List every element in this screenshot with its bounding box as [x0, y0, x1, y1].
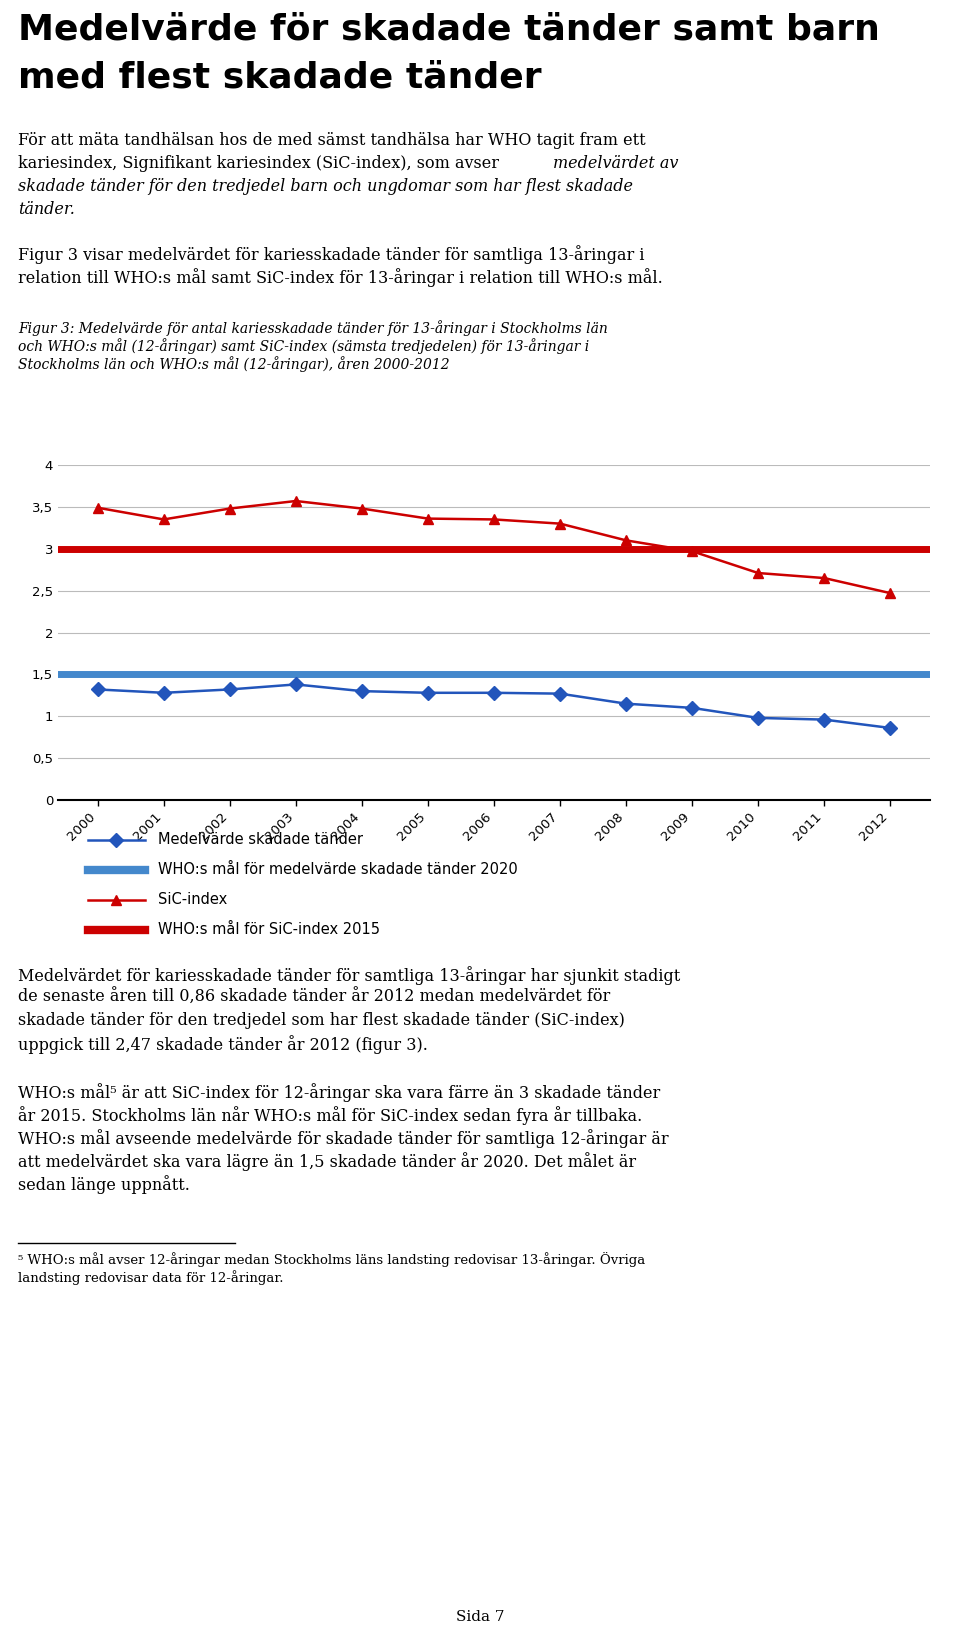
- Text: WHO:s mål för medelvärde skadade tänder 2020: WHO:s mål för medelvärde skadade tänder …: [158, 863, 517, 878]
- Text: Sida 7: Sida 7: [456, 1610, 504, 1623]
- Text: Figur 3: Medelvärde för antal kariesskadade tänder för 13-åringar i Stockholms l: Figur 3: Medelvärde för antal kariesskad…: [18, 319, 608, 336]
- Text: sedan länge uppnått.: sedan länge uppnått.: [18, 1174, 190, 1194]
- Text: Medelvärde för skadade tänder samt barn: Medelvärde för skadade tänder samt barn: [18, 11, 880, 46]
- Text: skadade tänder för den tredjedel barn och ungdomar som har flest skadade: skadade tänder för den tredjedel barn oc…: [18, 179, 633, 195]
- Text: relation till WHO:s mål samt SiC-index för 13-åringar i relation till WHO:s mål.: relation till WHO:s mål samt SiC-index f…: [18, 269, 662, 287]
- Text: SiC-index: SiC-index: [158, 893, 228, 907]
- Text: med flest skadade tänder: med flest skadade tänder: [18, 61, 541, 93]
- Text: uppgick till 2,47 skadade tänder år 2012 (figur 3).: uppgick till 2,47 skadade tänder år 2012…: [18, 1035, 428, 1053]
- Text: att medelvärdet ska vara lägre än 1,5 skadade tänder år 2020. Det målet är: att medelvärdet ska vara lägre än 1,5 sk…: [18, 1152, 636, 1171]
- Text: medelvärdet av: medelvärdet av: [553, 156, 679, 172]
- Text: WHO:s mål⁵ är att SiC-index för 12-åringar ska vara färre än 3 skadade tänder: WHO:s mål⁵ är att SiC-index för 12-åring…: [18, 1083, 660, 1102]
- Text: För att mäta tandhälsan hos de med sämst tandhälsa har WHO tagit fram ett: För att mäta tandhälsan hos de med sämst…: [18, 133, 646, 149]
- Text: och WHO:s mål (12-åringar) samt SiC-index (sämsta tredjedelen) för 13-åringar i: och WHO:s mål (12-åringar) samt SiC-inde…: [18, 337, 589, 354]
- Text: ⁵ WHO:s mål avser 12-åringar medan Stockholms läns landsting redovisar 13-åringa: ⁵ WHO:s mål avser 12-åringar medan Stock…: [18, 1251, 645, 1266]
- Text: landsting redovisar data för 12-åringar.: landsting redovisar data för 12-åringar.: [18, 1269, 283, 1284]
- Text: tänder.: tänder.: [18, 201, 75, 218]
- Text: WHO:s mål avseende medelvärde för skadade tänder för samtliga 12-åringar är: WHO:s mål avseende medelvärde för skadad…: [18, 1129, 668, 1148]
- Text: Medelvärdet för kariesskadade tänder för samtliga 13-åringar har sjunkit stadigt: Medelvärdet för kariesskadade tänder för…: [18, 966, 681, 984]
- Text: år 2015. Stockholms län når WHO:s mål för SiC-index sedan fyra år tillbaka.: år 2015. Stockholms län når WHO:s mål fö…: [18, 1106, 642, 1125]
- Text: skadade tänder för den tredjedel som har flest skadade tänder (SiC-index): skadade tänder för den tredjedel som har…: [18, 1012, 625, 1029]
- Text: Medelvärde skadade tänder: Medelvärde skadade tänder: [158, 832, 363, 847]
- Text: Stockholms län och WHO:s mål (12-åringar), åren 2000-2012: Stockholms län och WHO:s mål (12-åringar…: [18, 355, 449, 372]
- Text: Figur 3 visar medelvärdet för kariesskadade tänder för samtliga 13-åringar i: Figur 3 visar medelvärdet för kariesskad…: [18, 246, 644, 264]
- Text: kariesindex, Signifikant kariesindex (SiC-index), som avser: kariesindex, Signifikant kariesindex (Si…: [18, 156, 504, 172]
- Text: de senaste åren till 0,86 skadade tänder år 2012 medan medelvärdet för: de senaste åren till 0,86 skadade tänder…: [18, 989, 611, 1006]
- Text: WHO:s mål för SiC-index 2015: WHO:s mål för SiC-index 2015: [158, 922, 380, 937]
